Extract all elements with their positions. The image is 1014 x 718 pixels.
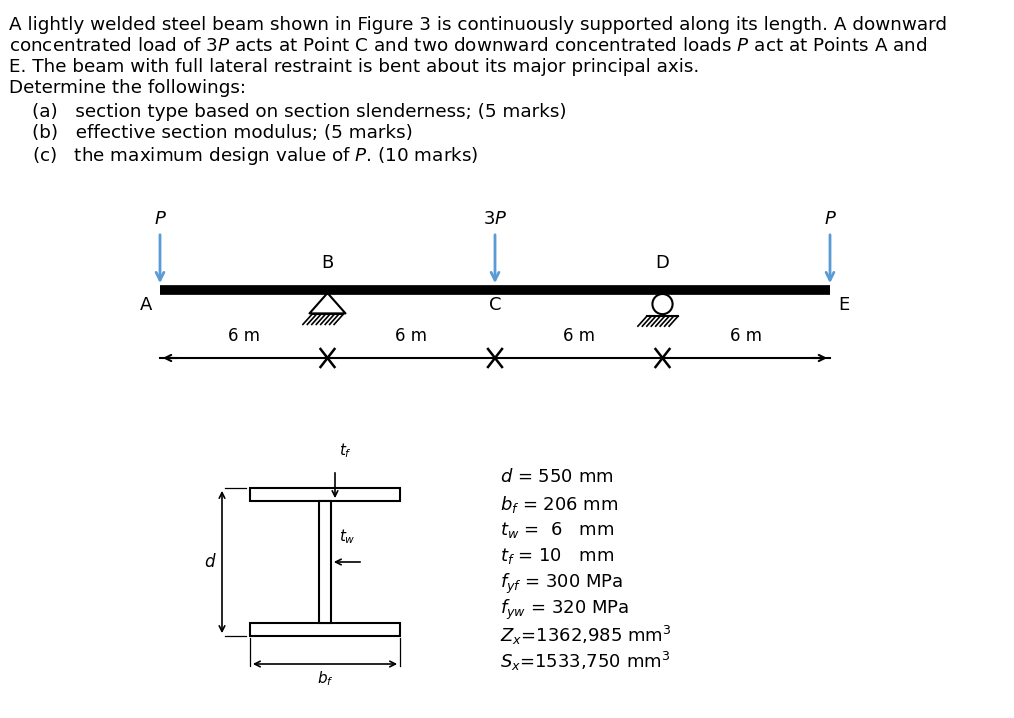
Text: Determine the followings:: Determine the followings:: [9, 79, 246, 97]
Text: $b_f$ = 206 mm: $b_f$ = 206 mm: [500, 494, 619, 515]
Text: 6 m: 6 m: [730, 327, 763, 345]
Text: (b)   effective section modulus; (5 marks): (b) effective section modulus; (5 marks): [32, 124, 413, 142]
Text: $d$ = 550 mm: $d$ = 550 mm: [500, 468, 613, 486]
Text: $f_{yw}$ = 320 MPa: $f_{yw}$ = 320 MPa: [500, 598, 629, 623]
Text: $Z_x$=1362,985 mm$^3$: $Z_x$=1362,985 mm$^3$: [500, 624, 671, 647]
Text: 6 m: 6 m: [563, 327, 595, 345]
Text: $t_f$: $t_f$: [339, 442, 352, 460]
Text: $t_w$ =  6   mm: $t_w$ = 6 mm: [500, 520, 614, 540]
Text: (a)   section type based on section slenderness; (5 marks): (a) section type based on section slende…: [32, 103, 567, 121]
Text: D: D: [656, 254, 669, 272]
Text: B: B: [321, 254, 334, 272]
Bar: [250, 488, 400, 501]
Text: $P$: $P$: [153, 210, 166, 228]
Text: (c)   the maximum design value of $P$. (10 marks): (c) the maximum design value of $P$. (10…: [32, 145, 479, 167]
Text: $b_f$: $b_f$: [316, 669, 334, 688]
Text: 6 m: 6 m: [228, 327, 260, 345]
Text: $t_f$ = 10   mm: $t_f$ = 10 mm: [500, 546, 614, 566]
Text: $t_w$: $t_w$: [339, 527, 355, 546]
Text: E: E: [838, 296, 850, 314]
Text: E. The beam with full lateral restraint is bent about its major principal axis.: E. The beam with full lateral restraint …: [9, 58, 700, 76]
Text: A: A: [140, 296, 152, 314]
Text: $f_{yf}$ = 300 MPa: $f_{yf}$ = 300 MPa: [500, 572, 624, 596]
Text: $S_x$=1533,750 mm$^3$: $S_x$=1533,750 mm$^3$: [500, 650, 670, 673]
Bar: [319, 501, 331, 623]
Text: $P$: $P$: [823, 210, 837, 228]
Text: A lightly welded steel beam shown in Figure 3 is continuously supported along it: A lightly welded steel beam shown in Fig…: [9, 16, 947, 34]
Text: $3P$: $3P$: [483, 210, 507, 228]
Text: C: C: [489, 296, 501, 314]
Text: $d$: $d$: [205, 553, 217, 571]
Text: 6 m: 6 m: [395, 327, 427, 345]
Text: concentrated load of 3$P$ acts at Point C and two downward concentrated loads $P: concentrated load of 3$P$ acts at Point …: [9, 37, 928, 55]
Bar: [250, 623, 400, 636]
